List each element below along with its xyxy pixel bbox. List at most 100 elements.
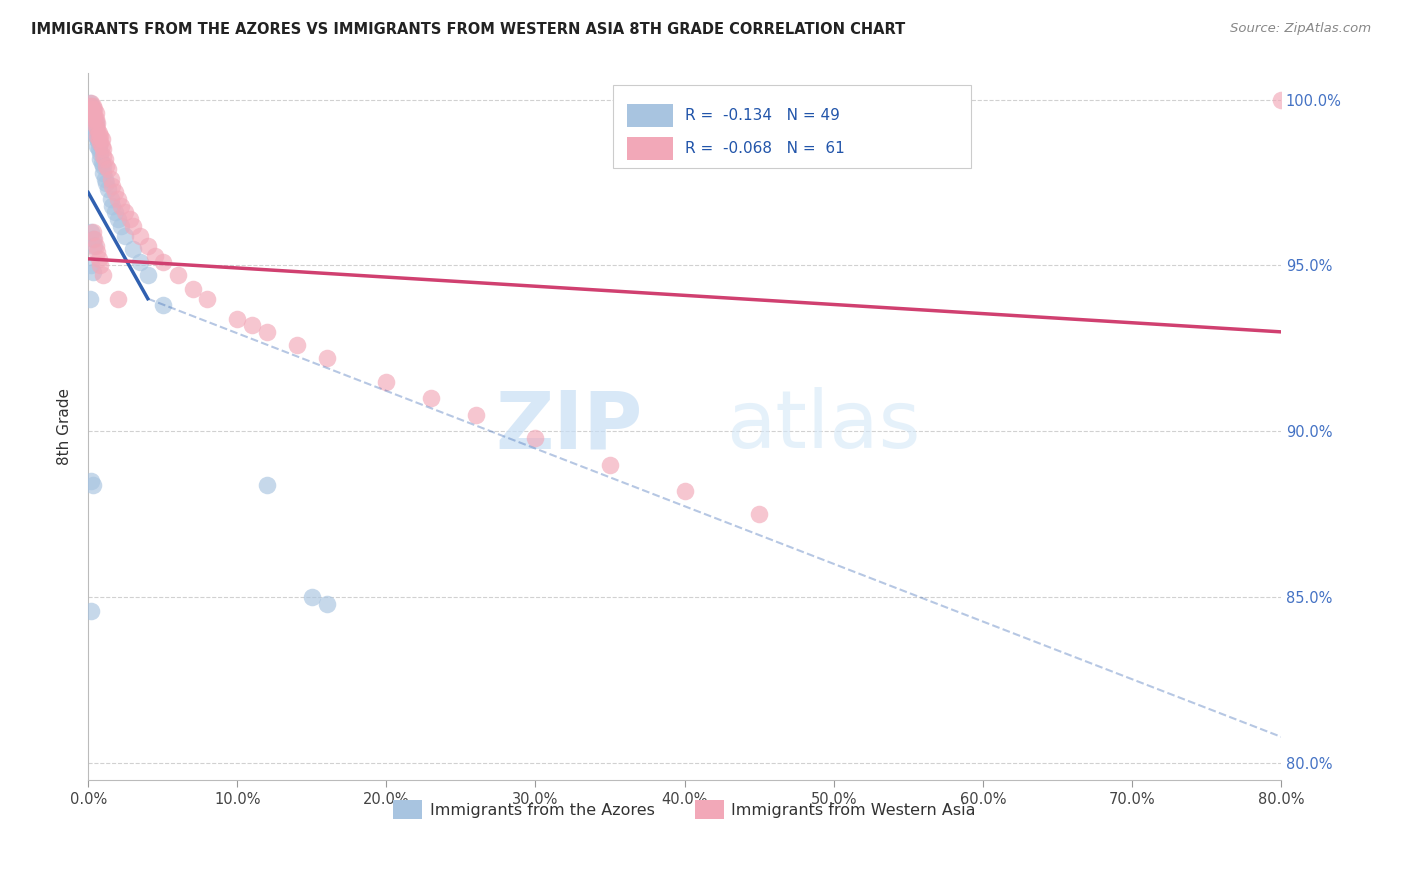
Point bbox=[110, 219, 132, 233]
Point bbox=[89, 153, 111, 167]
Point bbox=[82, 112, 104, 127]
Point bbox=[86, 132, 108, 146]
Point bbox=[104, 186, 127, 200]
Point bbox=[240, 318, 263, 333]
Point bbox=[86, 116, 108, 130]
Point bbox=[89, 145, 111, 160]
Point bbox=[197, 292, 219, 306]
Point bbox=[110, 199, 132, 213]
Point bbox=[673, 484, 696, 499]
Point bbox=[87, 126, 110, 140]
Point bbox=[80, 225, 103, 239]
Point bbox=[96, 182, 118, 196]
Point bbox=[94, 176, 117, 190]
Point bbox=[301, 591, 323, 605]
Point bbox=[80, 604, 103, 618]
Point bbox=[83, 232, 105, 246]
Point bbox=[96, 162, 118, 177]
Point bbox=[87, 252, 110, 266]
Point bbox=[181, 282, 204, 296]
Point bbox=[91, 159, 114, 173]
FancyBboxPatch shape bbox=[627, 137, 672, 160]
Point bbox=[420, 391, 443, 405]
Point bbox=[129, 255, 152, 269]
Point bbox=[82, 122, 104, 136]
Point bbox=[89, 129, 111, 144]
Point bbox=[86, 122, 108, 136]
Point bbox=[79, 95, 101, 110]
Point bbox=[107, 292, 129, 306]
Point bbox=[82, 99, 104, 113]
Point bbox=[86, 139, 108, 153]
Point bbox=[84, 105, 107, 120]
Text: IMMIGRANTS FROM THE AZORES VS IMMIGRANTS FROM WESTERN ASIA 8TH GRADE CORRELATION: IMMIGRANTS FROM THE AZORES VS IMMIGRANTS… bbox=[31, 22, 905, 37]
Point bbox=[93, 153, 115, 167]
Point bbox=[87, 136, 110, 150]
Point bbox=[93, 172, 115, 186]
Point bbox=[82, 103, 104, 117]
Y-axis label: 8th Grade: 8th Grade bbox=[58, 388, 72, 465]
Point bbox=[80, 95, 103, 110]
Point bbox=[226, 311, 249, 326]
Point bbox=[89, 136, 111, 150]
Point bbox=[86, 129, 108, 144]
Point bbox=[82, 477, 104, 491]
Point bbox=[83, 238, 105, 252]
Point bbox=[84, 119, 107, 133]
Point bbox=[82, 232, 104, 246]
Point bbox=[107, 192, 129, 206]
Point bbox=[256, 477, 278, 491]
Point bbox=[91, 142, 114, 156]
Text: Source: ZipAtlas.com: Source: ZipAtlas.com bbox=[1230, 22, 1371, 36]
Point bbox=[315, 597, 337, 611]
Point bbox=[82, 265, 104, 279]
Point bbox=[83, 103, 105, 117]
Point bbox=[83, 109, 105, 123]
Point bbox=[256, 325, 278, 339]
Point bbox=[107, 212, 129, 227]
Point bbox=[122, 219, 145, 233]
Point bbox=[464, 408, 486, 422]
Point bbox=[114, 205, 136, 219]
Point bbox=[84, 238, 107, 252]
Point bbox=[599, 458, 621, 472]
Point bbox=[166, 268, 188, 283]
Point bbox=[129, 228, 152, 243]
Point bbox=[91, 149, 114, 163]
Point bbox=[136, 238, 159, 252]
Point bbox=[89, 259, 111, 273]
Point bbox=[87, 142, 110, 156]
Point bbox=[94, 159, 117, 173]
Point bbox=[80, 105, 103, 120]
Point bbox=[101, 178, 124, 193]
Text: R =  -0.134   N = 49: R = -0.134 N = 49 bbox=[685, 108, 839, 123]
Point bbox=[82, 109, 104, 123]
Point bbox=[82, 225, 104, 239]
Point bbox=[101, 199, 124, 213]
Point bbox=[83, 126, 105, 140]
Point bbox=[83, 119, 105, 133]
Point bbox=[80, 259, 103, 273]
Point bbox=[375, 375, 398, 389]
Point bbox=[84, 122, 107, 136]
Point bbox=[86, 245, 108, 260]
Point bbox=[82, 116, 104, 130]
Text: ZIP: ZIP bbox=[495, 387, 643, 466]
Point bbox=[136, 268, 159, 283]
Point bbox=[152, 255, 174, 269]
Point bbox=[118, 212, 141, 227]
Point bbox=[100, 172, 122, 186]
Legend: Immigrants from the Azores, Immigrants from Western Asia: Immigrants from the Azores, Immigrants f… bbox=[387, 794, 983, 825]
Point bbox=[80, 103, 103, 117]
Point bbox=[524, 431, 547, 445]
Point bbox=[79, 103, 101, 117]
Point bbox=[152, 298, 174, 312]
Point bbox=[82, 105, 104, 120]
Text: R =  -0.068   N =  61: R = -0.068 N = 61 bbox=[685, 141, 845, 156]
FancyBboxPatch shape bbox=[613, 85, 972, 169]
Point bbox=[84, 116, 107, 130]
Point bbox=[114, 228, 136, 243]
Point bbox=[748, 508, 770, 522]
Point bbox=[79, 292, 101, 306]
Point bbox=[315, 351, 337, 366]
